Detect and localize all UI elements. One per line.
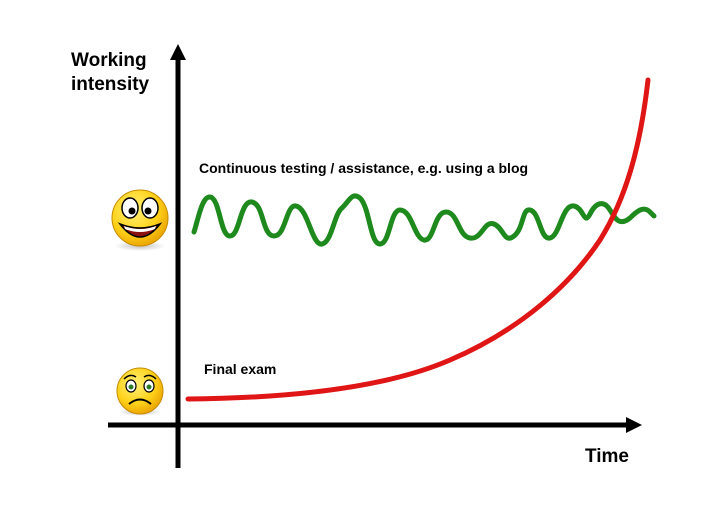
y-axis: [170, 44, 186, 468]
happy-face-icon: [111, 189, 169, 251]
worried-face-icon: [116, 367, 164, 416]
x-axis-label: Time: [585, 446, 629, 467]
y-axis-label-line1: Working: [71, 50, 147, 71]
final-exam-label: Final exam: [204, 361, 276, 377]
continuous-testing-label: Continuous testing / assistance, e.g. us…: [199, 160, 528, 176]
y-axis-label-line2: intensity: [71, 74, 150, 95]
x-axis: [108, 417, 642, 433]
final-exam-curve: [185, 77, 651, 402]
continuous-testing-curve: [191, 193, 657, 247]
